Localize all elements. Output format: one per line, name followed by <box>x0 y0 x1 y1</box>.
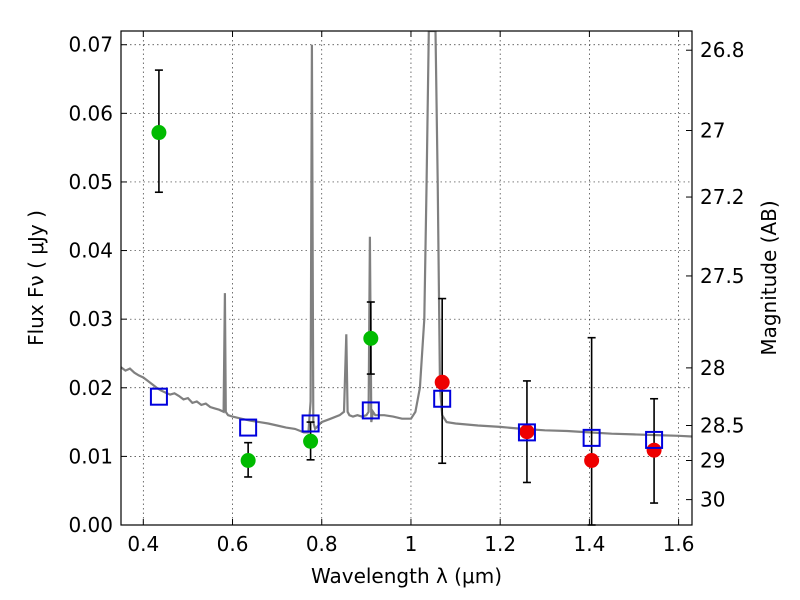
axis-ticks <box>121 31 692 526</box>
model-flux-square <box>582 428 601 447</box>
tick-labels: 0.4 0.6 0.8 1 1.2 1.4 1.6 0.00 0.01 0.02 0.03 0.04 0… <box>68 33 744 556</box>
spectrum-line <box>121 31 692 438</box>
y-tick-label: 0.05 <box>68 170 113 194</box>
flux-point <box>519 424 535 440</box>
y-axis-label: Flux Fν ( μJy ) <box>24 210 48 346</box>
flux-point <box>584 453 600 469</box>
model-flux-square <box>433 389 452 408</box>
x-tick-label: 1.2 <box>484 532 516 556</box>
flux-point <box>646 442 662 458</box>
x-tick-label: 0.8 <box>306 532 338 556</box>
y2-tick-label: 28.5 <box>700 414 745 438</box>
model-flux-square <box>149 387 168 406</box>
y2-tick-label: 26.8 <box>700 38 745 62</box>
x-tick-label: 1.4 <box>573 532 605 556</box>
x-tick-label: 1.6 <box>663 532 695 556</box>
model-flux-square <box>301 414 320 433</box>
model-flux-square <box>361 401 380 420</box>
plot-frame <box>120 30 693 526</box>
flux-point <box>363 330 379 346</box>
flux-point <box>151 125 167 141</box>
model-flux-square <box>239 418 258 437</box>
grid-lines <box>121 31 692 526</box>
y-tick-label: 0.07 <box>68 33 113 57</box>
model-flux-square <box>517 423 536 442</box>
data-markers <box>149 125 664 469</box>
y2-tick-label: 27.5 <box>700 264 745 288</box>
model-flux-square <box>645 430 664 449</box>
y2-tick-label: 27.2 <box>700 185 745 209</box>
error-bars <box>154 69 659 526</box>
y-tick-label: 0.04 <box>68 239 113 263</box>
y2-tick-label: 27 <box>700 118 725 142</box>
y2-tick-label: 28 <box>700 356 725 380</box>
y-tick-label: 0.06 <box>68 101 113 125</box>
y2-tick-label: 30 <box>700 488 725 512</box>
x-tick-label: 0.4 <box>127 532 159 556</box>
x-tick-label: 0.6 <box>217 532 249 556</box>
flux-point <box>434 374 450 390</box>
y-tick-label: 0.01 <box>68 444 113 468</box>
y-tick-label: 0.02 <box>68 376 113 400</box>
x-tick-label: 1 <box>405 532 418 556</box>
y2-tick-label: 29 <box>700 449 725 473</box>
flux-point <box>303 433 319 449</box>
model-spectrum <box>121 31 692 438</box>
x-axis-label: Wavelength λ (μm) <box>311 564 502 588</box>
flux-point <box>240 453 256 469</box>
y2-axis-label: Magnitude (AB) <box>757 200 781 355</box>
y-tick-label: 0.00 <box>68 513 113 537</box>
y-tick-label: 0.03 <box>68 307 113 331</box>
